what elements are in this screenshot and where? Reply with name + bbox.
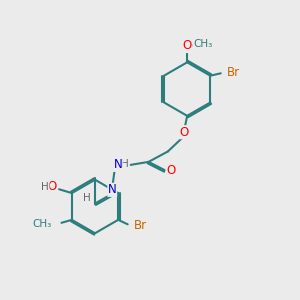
Text: O: O [180, 126, 189, 139]
Text: CH₃: CH₃ [33, 219, 52, 229]
Text: Br: Br [227, 66, 240, 79]
Text: CH₃: CH₃ [193, 39, 212, 49]
Text: N: N [108, 183, 117, 196]
Text: Br: Br [134, 219, 147, 232]
Text: O: O [48, 180, 57, 193]
Text: O: O [166, 164, 176, 177]
Text: H: H [83, 193, 91, 203]
Text: O: O [182, 40, 192, 52]
Text: N: N [113, 158, 122, 171]
Text: H: H [41, 182, 49, 192]
Text: H: H [121, 159, 129, 169]
